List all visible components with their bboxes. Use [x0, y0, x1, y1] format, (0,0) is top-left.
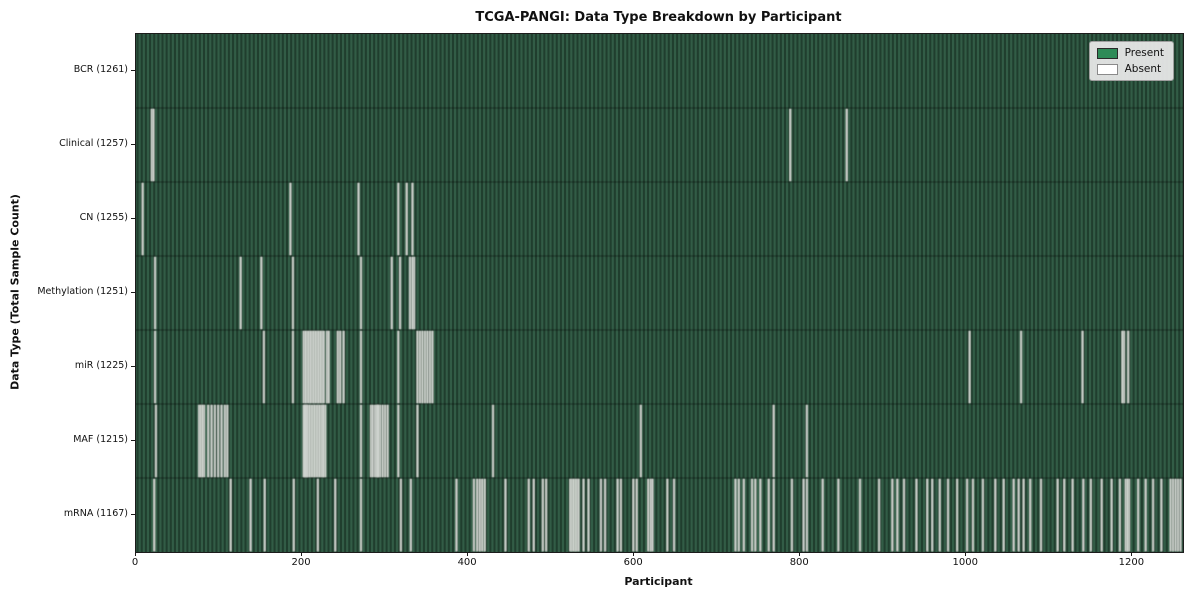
x-tick-mark	[632, 552, 634, 556]
y-tick-mark	[130, 513, 135, 515]
y-tick-label: Clinical (1257)	[59, 137, 128, 149]
legend-entry-present: Present	[1096, 47, 1164, 59]
y-tick-label: mRNA (1167)	[63, 507, 128, 519]
x-tick-mark	[466, 552, 468, 556]
x-tick-mark	[798, 552, 800, 556]
y-tick-mark	[130, 217, 135, 219]
y-tick-mark	[130, 365, 135, 367]
y-tick-label: BCR (1261)	[73, 63, 128, 75]
x-tick-label: 1000	[952, 557, 978, 568]
x-tick-mark	[1130, 552, 1132, 556]
legend-entry-absent: Absent	[1096, 63, 1164, 75]
y-tick-mark	[130, 291, 135, 293]
legend: Present Absent	[1088, 41, 1174, 81]
y-tick-label: Methylation (1251)	[37, 285, 128, 297]
x-tick-label: 200	[291, 557, 311, 568]
heatmap-canvas	[136, 34, 1183, 552]
y-tick-mark	[130, 69, 135, 71]
y-tick-mark	[130, 439, 135, 441]
legend-absent-label: Absent	[1124, 63, 1162, 75]
plot-area: Present Absent	[135, 33, 1184, 553]
present-swatch-icon	[1096, 47, 1118, 59]
chart-title: TCGA-PANGI: Data Type Breakdown by Parti…	[475, 10, 842, 25]
x-tick-label: 600	[623, 557, 643, 568]
x-tick-label: 800	[789, 557, 809, 568]
x-tick-mark	[300, 552, 302, 556]
x-tick-label: 0	[131, 557, 139, 568]
x-tick-label: 1200	[1118, 557, 1145, 568]
y-tick-label: CN (1255)	[79, 211, 128, 223]
x-tick-mark	[134, 552, 136, 556]
x-tick-mark	[964, 552, 966, 556]
legend-present-label: Present	[1124, 47, 1164, 59]
y-tick-label: miR (1225)	[74, 359, 128, 371]
x-axis-label: Participant	[624, 575, 693, 588]
y-tick-label: MAF (1215)	[73, 433, 128, 445]
absent-swatch-icon	[1096, 63, 1118, 75]
x-tick-label: 400	[457, 557, 477, 568]
y-tick-mark	[130, 143, 135, 145]
